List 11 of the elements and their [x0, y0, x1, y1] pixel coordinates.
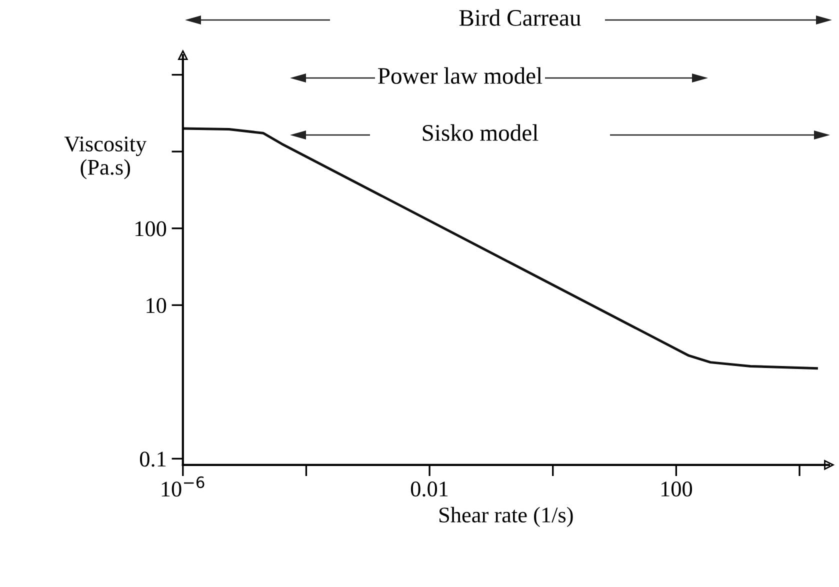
y-tick-label: 0.1 [140, 452, 166, 467]
annotation: Power law model [378, 67, 542, 84]
y-axis-title: Viscosity (Pa.s) [64, 136, 147, 180]
x-axis-title: Shear rate (1/s) [440, 506, 573, 528]
x-tick-label: 100 [661, 482, 692, 497]
x-tick-label: 10$^{−6}$ [162, 476, 204, 497]
text: Bird Carreau [459, 9, 581, 26]
y-tick-label: 10 [146, 298, 166, 314]
annotation: Sisko model [422, 124, 538, 141]
y-tick-label: 100 [136, 221, 166, 236]
x-tick-label: 0.01 [410, 482, 448, 497]
